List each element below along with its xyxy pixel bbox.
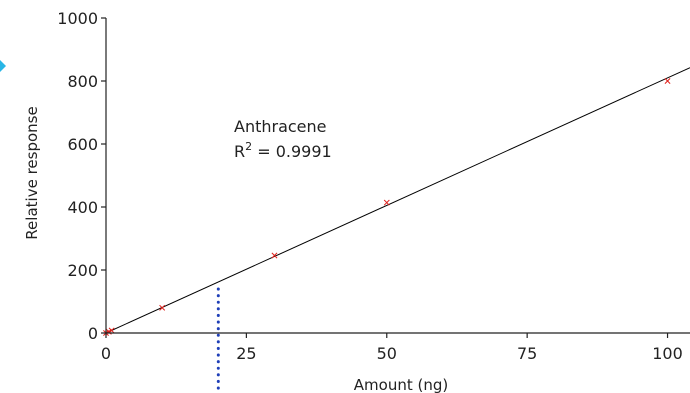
y-tick-label: 600 (67, 135, 98, 154)
data-point (664, 78, 671, 84)
compound-label: Anthracene (234, 117, 327, 136)
data-point (108, 327, 115, 334)
y-tick-label: 800 (67, 72, 98, 91)
x-tick-label: 0 (101, 344, 111, 363)
y-tick-label: 200 (67, 261, 98, 280)
r-value: = 0.9991 (252, 142, 332, 161)
y-tick-label: 400 (67, 198, 98, 217)
x-tick-label: 75 (517, 344, 537, 363)
r-superscript: 2 (245, 140, 252, 153)
data-point (271, 252, 278, 259)
y-axis-title: Relative response (23, 106, 41, 239)
r-squared-label: R2 = 0.9991 (234, 140, 332, 161)
x-tick-label: 100 (652, 344, 683, 363)
x-axis-title: Amount (ng) (354, 376, 448, 393)
data-point (383, 199, 390, 206)
plot-area (103, 67, 690, 393)
regression-line (105, 67, 690, 334)
r-prefix: R (234, 142, 245, 161)
x-tick-label: 50 (377, 344, 397, 363)
axis-ticks: 0 200 400 600 800 1000 0 25 50 75 100 (57, 9, 683, 363)
x-tick-label: 25 (236, 344, 256, 363)
y-tick-label: 1000 (57, 9, 98, 28)
data-point (159, 304, 166, 311)
left-arrow-icon (0, 60, 6, 72)
y-tick-label: 0 (88, 324, 98, 343)
